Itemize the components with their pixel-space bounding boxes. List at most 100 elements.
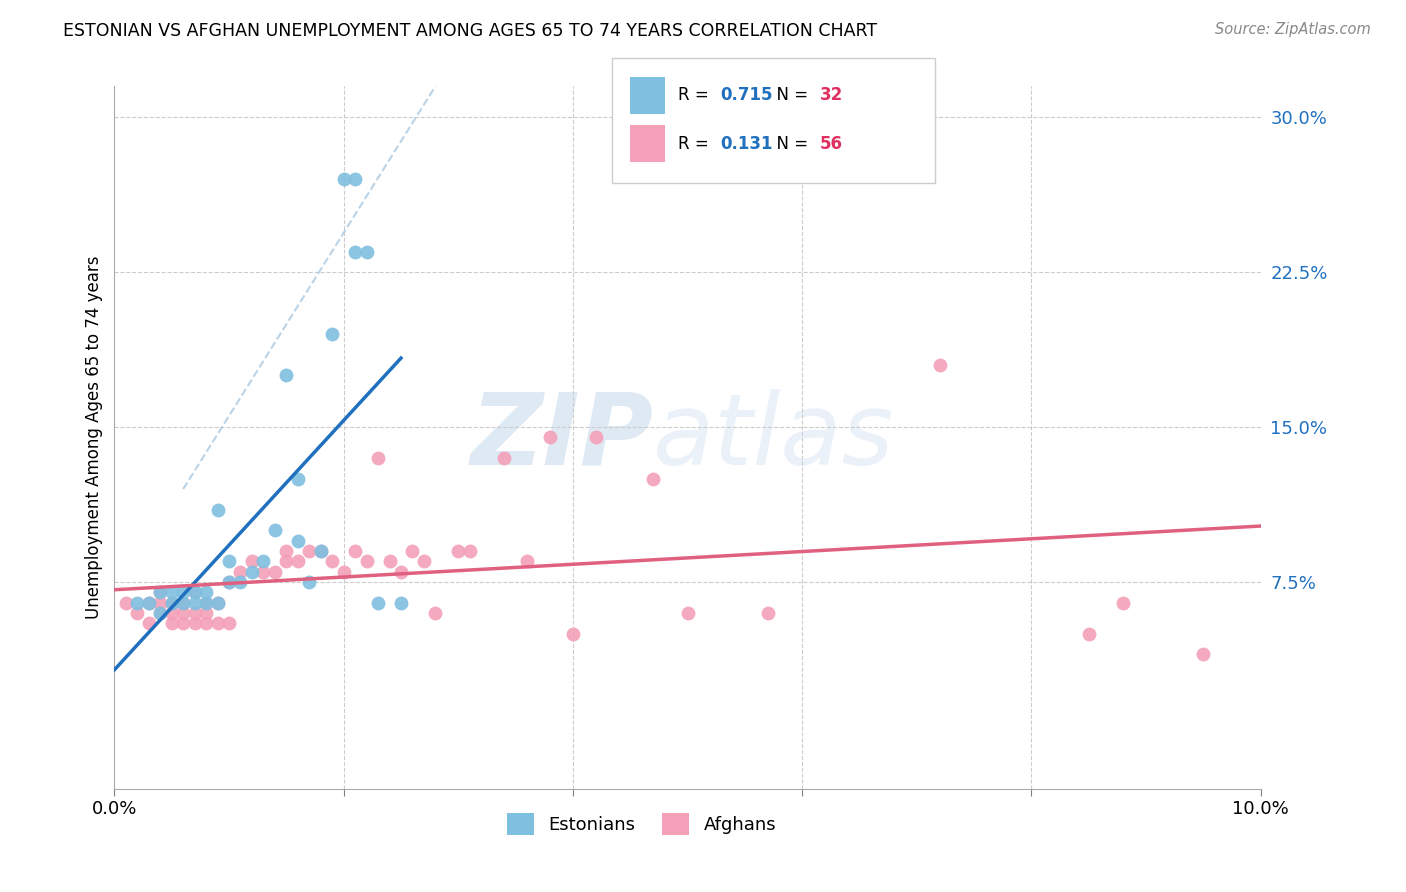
Point: [183, 585, 205, 599]
Point: [309, 544, 332, 558]
Point: [160, 606, 183, 620]
Point: [195, 596, 218, 610]
Point: [447, 544, 470, 558]
Point: [207, 502, 229, 516]
Point: [458, 544, 481, 558]
Point: [298, 544, 321, 558]
Point: [538, 430, 561, 444]
Point: [160, 596, 183, 610]
Point: [207, 596, 229, 610]
Point: [138, 616, 160, 631]
Point: [332, 172, 354, 186]
Point: [1192, 648, 1215, 662]
Point: [229, 565, 252, 579]
Point: [183, 596, 205, 610]
Text: R =: R =: [678, 87, 714, 104]
Point: [127, 596, 149, 610]
Point: [344, 172, 367, 186]
Legend: Estonians, Afghans: Estonians, Afghans: [499, 806, 783, 843]
Point: [332, 565, 354, 579]
Point: [356, 244, 378, 259]
Point: [149, 585, 172, 599]
Point: [115, 596, 138, 610]
Point: [172, 596, 194, 610]
Point: [367, 451, 389, 466]
Point: [356, 554, 378, 568]
Point: [1112, 596, 1135, 610]
Point: [287, 533, 309, 548]
Point: [264, 565, 287, 579]
Point: [229, 574, 252, 589]
Point: [195, 616, 218, 631]
Text: ESTONIAN VS AFGHAN UNEMPLOYMENT AMONG AGES 65 TO 74 YEARS CORRELATION CHART: ESTONIAN VS AFGHAN UNEMPLOYMENT AMONG AG…: [63, 22, 877, 40]
Point: [389, 565, 412, 579]
Point: [172, 616, 194, 631]
Point: [389, 596, 412, 610]
Point: [218, 574, 240, 589]
Point: [928, 358, 950, 372]
Point: [412, 554, 434, 568]
Point: [149, 606, 172, 620]
Point: [240, 565, 263, 579]
Point: [127, 606, 149, 620]
Point: [276, 368, 298, 383]
Point: [287, 472, 309, 486]
Point: [138, 596, 160, 610]
Point: [676, 606, 699, 620]
Text: atlas: atlas: [654, 389, 894, 486]
Point: [264, 524, 287, 538]
Point: [309, 544, 332, 558]
Point: [218, 554, 240, 568]
Text: 56: 56: [820, 135, 842, 153]
Point: [367, 596, 389, 610]
Point: [287, 554, 309, 568]
Point: [160, 596, 183, 610]
Point: [138, 596, 160, 610]
Text: 0.131: 0.131: [720, 135, 772, 153]
Point: [643, 472, 665, 486]
Text: R =: R =: [678, 135, 714, 153]
Point: [149, 596, 172, 610]
Point: [195, 585, 218, 599]
Point: [218, 616, 240, 631]
Point: [183, 585, 205, 599]
Point: [585, 430, 607, 444]
Point: [425, 606, 447, 620]
Point: [195, 606, 218, 620]
Point: [401, 544, 423, 558]
Point: [160, 585, 183, 599]
Point: [561, 626, 583, 640]
Point: [172, 585, 194, 599]
Point: [172, 596, 194, 610]
Point: [240, 554, 263, 568]
Text: 0.715: 0.715: [720, 87, 772, 104]
Text: N =: N =: [766, 87, 814, 104]
Point: [207, 596, 229, 610]
Point: [252, 565, 274, 579]
Text: N =: N =: [766, 135, 814, 153]
Point: [344, 244, 367, 259]
Point: [149, 606, 172, 620]
Point: [756, 606, 779, 620]
Text: 32: 32: [820, 87, 844, 104]
Text: ZIP: ZIP: [470, 389, 654, 486]
Point: [218, 574, 240, 589]
Point: [321, 327, 343, 342]
Point: [183, 606, 205, 620]
Point: [149, 585, 172, 599]
Point: [276, 544, 298, 558]
Point: [195, 596, 218, 610]
Point: [252, 554, 274, 568]
Point: [172, 606, 194, 620]
Point: [378, 554, 401, 568]
Point: [321, 554, 343, 568]
Point: [160, 616, 183, 631]
Point: [344, 544, 367, 558]
Point: [207, 616, 229, 631]
Point: [298, 574, 321, 589]
Point: [183, 616, 205, 631]
Text: Source: ZipAtlas.com: Source: ZipAtlas.com: [1215, 22, 1371, 37]
Point: [276, 554, 298, 568]
Point: [1077, 626, 1099, 640]
Point: [516, 554, 538, 568]
